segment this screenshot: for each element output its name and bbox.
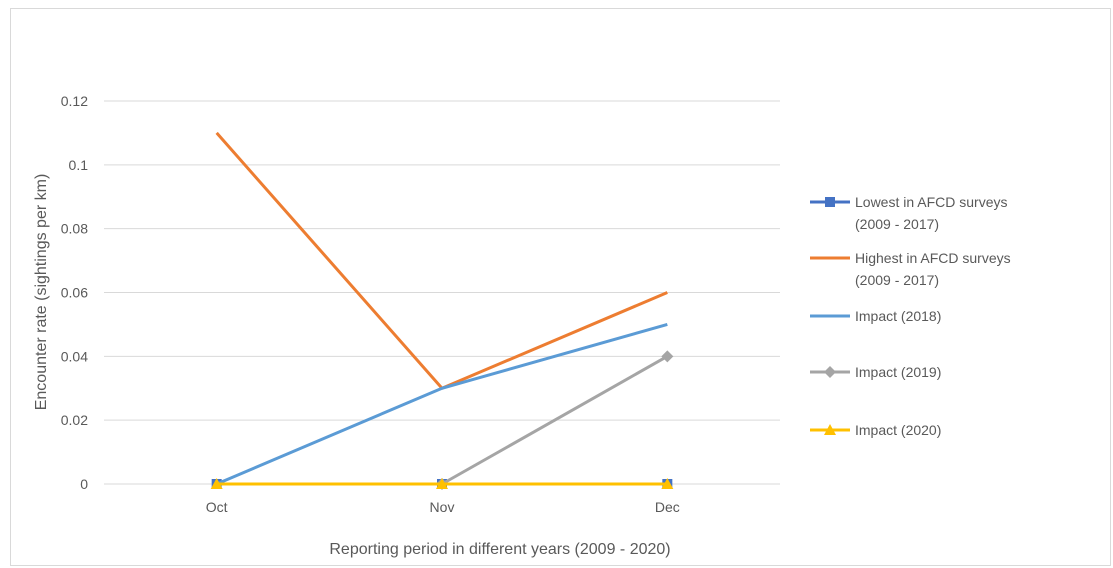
legend-label: Impact (2019) (855, 364, 941, 380)
y-tick-label: 0.04 (61, 348, 88, 364)
y-axis-ticks: 0 0.02 0.04 0.06 0.08 0.1 0.12 (61, 93, 88, 492)
series-3 (216, 322, 668, 486)
legend-marker (824, 424, 836, 435)
legend: Lowest in AFCD surveys(2009 - 2017)Highe… (810, 194, 1011, 438)
legend-label: (2009 - 2017) (855, 272, 939, 288)
gridlines (104, 100, 780, 485)
x-axis-ticks: Oct Nov Dec (206, 499, 680, 515)
x-tick-label: Oct (206, 499, 228, 515)
legend-item-5: Impact (2020) (810, 422, 941, 438)
data-point (661, 350, 674, 363)
legend-label: Impact (2020) (855, 422, 941, 438)
legend-marker (824, 366, 836, 378)
data-point (661, 478, 674, 489)
legend-item-1: Lowest in AFCD surveys (2009 - 2017) (810, 194, 1008, 232)
series-2 (215, 131, 668, 390)
legend-item-4: Impact (2019) (810, 364, 941, 380)
series-line (215, 131, 668, 390)
y-axis-title: Encounter rate (sightings per km) (33, 174, 50, 411)
y-tick-label: 0.08 (61, 221, 88, 237)
y-tick-label: 0.06 (61, 285, 88, 301)
series-group (210, 131, 674, 490)
data-point (436, 478, 448, 489)
y-tick-label: 0.1 (69, 157, 89, 173)
series-5 (210, 478, 674, 489)
x-tick-label: Nov (430, 499, 455, 515)
y-tick-label: 0.02 (61, 412, 88, 428)
legend-label: Impact (2018) (855, 308, 941, 324)
y-tick-label: 0 (80, 476, 88, 492)
legend-item-3: Impact (2018) (810, 308, 941, 324)
y-tick-label: 0.12 (61, 93, 88, 109)
legend-label: Lowest in AFCD surveys (855, 194, 1008, 210)
x-axis-title: Reporting period in different years (200… (329, 541, 670, 558)
legend-marker (825, 197, 835, 207)
x-tick-label: Dec (655, 499, 680, 515)
legend-label: (2009 - 2017) (855, 216, 939, 232)
legend-item-2: Highest in AFCD surveys (2009 - 2017) (810, 250, 1011, 288)
series-line (216, 322, 668, 486)
legend-label: Highest in AFCD surveys (855, 250, 1011, 266)
series-line (441, 355, 669, 486)
data-point (210, 478, 223, 489)
